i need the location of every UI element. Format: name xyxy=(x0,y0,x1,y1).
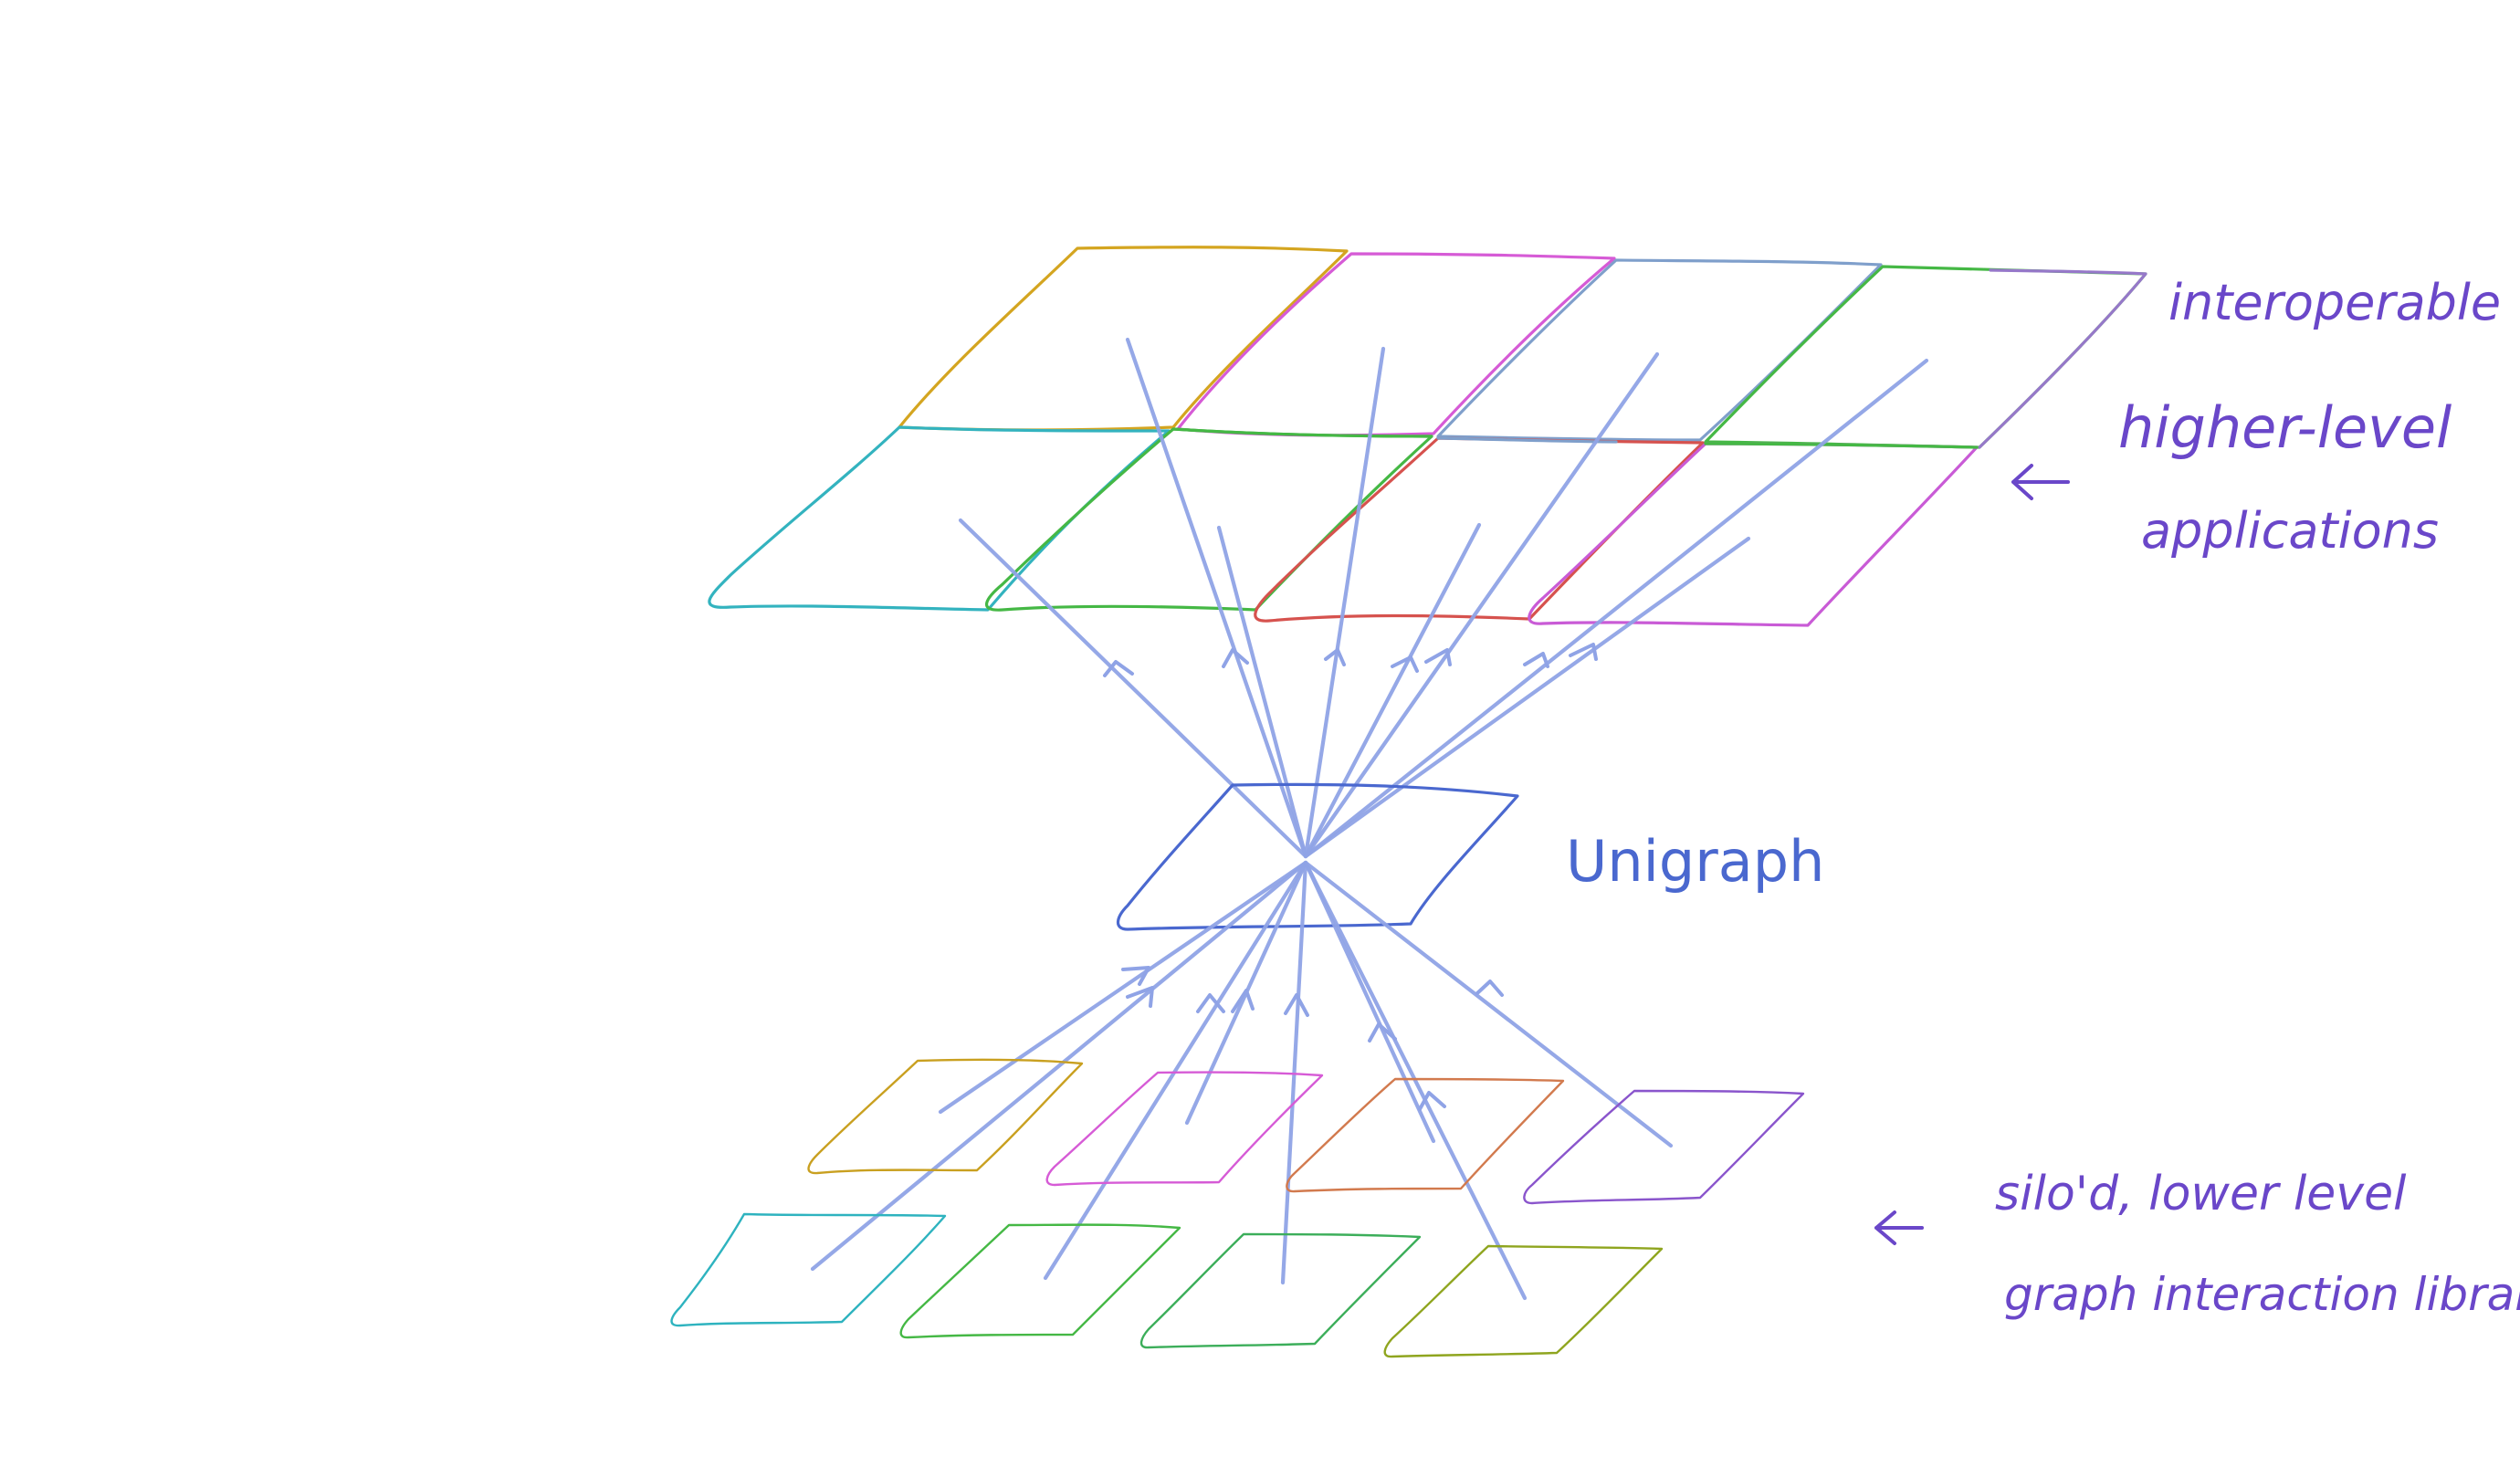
connection-rays-top xyxy=(958,337,1929,859)
ray-up-4 xyxy=(1303,358,1929,859)
arrowhead-up-2 xyxy=(1222,648,1249,668)
arrowhead-up-6 xyxy=(1523,652,1549,668)
bottom-annotation: silo'd, lower level graph interaction li… xyxy=(1874,1167,2520,1321)
app-seam-1 xyxy=(1171,427,1433,438)
ray-down-5 xyxy=(810,860,1308,1272)
lib-tile-6 xyxy=(899,1223,1181,1339)
app-seam-3 xyxy=(1704,442,1979,449)
top-application-layer xyxy=(708,246,2147,627)
lib-tile-3 xyxy=(1286,1077,1565,1193)
unigraph-plane xyxy=(1116,782,1519,931)
app-tile-1 xyxy=(898,246,1349,432)
top-annotation: interoperable higher-level applications xyxy=(2011,274,2501,560)
ray-down-1 xyxy=(938,860,1308,1115)
lib-tile-7 xyxy=(1139,1232,1422,1349)
ray-down-8 xyxy=(1303,860,1528,1301)
top-annotation-line-2: higher-level xyxy=(2118,394,2452,461)
app-tile-3 xyxy=(1436,258,1883,442)
ray-up-6 xyxy=(1216,525,1308,859)
bottom-annotation-line-2: graph interaction libraries xyxy=(2004,1268,2520,1321)
ray-up-7 xyxy=(1303,522,1482,859)
top-annotation-line-3: applications xyxy=(2141,502,2439,560)
arrowhead-down-1 xyxy=(1121,966,1150,986)
lib-tile-4 xyxy=(1523,1089,1805,1205)
unigraph-hub: Unigraph xyxy=(1116,782,1824,931)
ray-up-5 xyxy=(958,518,1308,859)
bottom-annotation-line-1: silo'd, lower level xyxy=(1995,1167,2407,1221)
app-tile-5 xyxy=(708,425,1171,612)
ray-down-6 xyxy=(1043,860,1308,1281)
arrowhead-down-2 xyxy=(1126,986,1154,1008)
arrowhead-up-1 xyxy=(1103,660,1134,677)
arrowhead-down-7 xyxy=(1418,1091,1446,1111)
app-tile-4 xyxy=(1704,265,2147,449)
ray-up-2 xyxy=(1303,346,1386,859)
arrowhead-down-4 xyxy=(1231,989,1255,1013)
arrowhead-up-7 xyxy=(1569,643,1598,661)
arrowhead-up-3 xyxy=(1324,648,1346,666)
ray-up-3 xyxy=(1303,351,1660,859)
lib-tile-1 xyxy=(807,1058,1084,1175)
ray-up-1 xyxy=(1125,337,1308,859)
app-tile-4b xyxy=(1978,268,2147,449)
arrowhead-down-6 xyxy=(1368,1022,1397,1043)
arrowhead-up-4 xyxy=(1391,655,1419,673)
lib-tile-2 xyxy=(1045,1071,1324,1187)
top-annotation-line-1: interoperable xyxy=(2168,274,2501,331)
ray-down-7 xyxy=(1280,860,1308,1285)
arrowhead-down-3 xyxy=(1196,993,1225,1013)
unigraph-label: Unigraph xyxy=(1566,828,1824,895)
app-tile-2 xyxy=(1176,252,1616,437)
lib-tile-8 xyxy=(1383,1244,1664,1358)
top-annotation-arrow xyxy=(2011,464,2070,500)
connection-rays-bottom xyxy=(810,860,1674,1301)
ray-down-4 xyxy=(1303,860,1674,1148)
bottom-library-layer xyxy=(670,1058,1805,1358)
arrowhead-up-5 xyxy=(1424,648,1452,666)
lib-tile-5 xyxy=(670,1212,947,1327)
bottom-annotation-arrow xyxy=(1874,1210,1924,1245)
app-tile-8 xyxy=(1528,442,1979,627)
arrowhead-down-5 xyxy=(1284,993,1309,1017)
app-seam-2 xyxy=(1436,436,1618,444)
arrowhead-down-8 xyxy=(1475,980,1504,997)
ray-up-8 xyxy=(1303,536,1751,859)
